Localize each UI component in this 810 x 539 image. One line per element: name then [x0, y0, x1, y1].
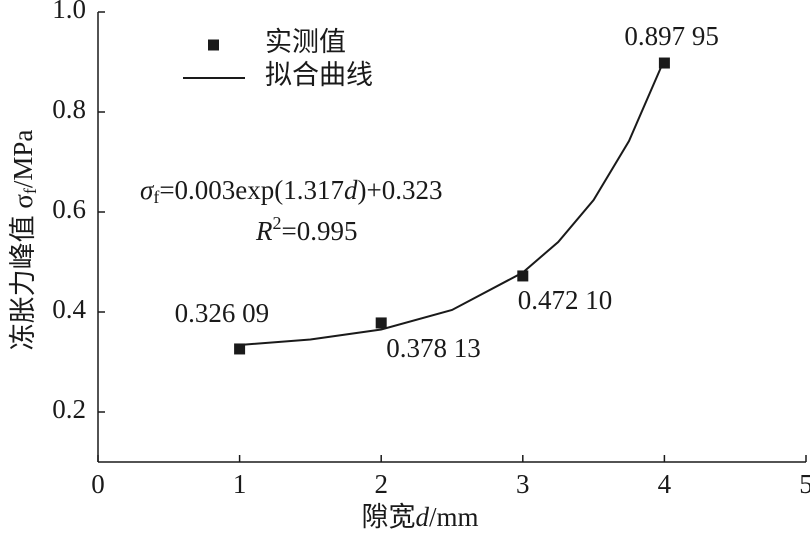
x-axis-label: 隙宽d/mm [361, 502, 478, 532]
data-label: 0.378 13 [386, 333, 481, 363]
r2-part: =0.995 [282, 216, 358, 246]
legend-label: 拟合曲线 [265, 60, 373, 90]
x-label-text: 隙宽 [361, 502, 415, 532]
data-label: 0.897 95 [624, 21, 719, 51]
y-label-text: 冻胀力峰值 σ [8, 194, 38, 351]
x-tick-label: 3 [516, 469, 530, 499]
data-point [658, 57, 670, 69]
legend-label: 实测值 [265, 27, 346, 57]
x-tick-label: 2 [374, 469, 388, 499]
x-label-var: d [415, 502, 429, 532]
legend-marker [208, 39, 219, 51]
eq-part: =0.003exp(1.317 [159, 175, 344, 205]
fit-curve [239, 59, 666, 346]
y-tick-label: 0.2 [52, 394, 86, 424]
equation: σf=0.003exp(1.317d)+0.323 [140, 175, 443, 207]
r-squared: R2=0.995 [255, 213, 357, 246]
eq-part: f [153, 187, 159, 207]
r2-part: R [255, 216, 273, 246]
eq-part: d [344, 175, 358, 205]
y-label-sub: f [20, 188, 40, 194]
y-label-unit: /MPa [8, 130, 38, 189]
data-label: 0.326 09 [175, 298, 270, 328]
r2-part: 2 [273, 213, 282, 233]
data-label: 0.472 10 [518, 285, 613, 315]
data-point [234, 343, 246, 355]
eq-part: σ [140, 175, 155, 205]
y-tick-label: 0.4 [52, 294, 86, 324]
x-tick-label: 0 [91, 469, 105, 499]
x-tick-label: 1 [233, 469, 247, 499]
x-tick-label: 5 [799, 469, 810, 499]
x-label-unit: /mm [429, 502, 479, 532]
data-point [375, 317, 387, 329]
y-axis-label: 冻胀力峰值 σf/MPa [8, 130, 40, 351]
y-tick-label: 1.0 [52, 0, 86, 24]
x-tick-label: 4 [658, 469, 672, 499]
y-tick-label: 0.6 [52, 194, 86, 224]
eq-part: )+0.323 [358, 175, 443, 205]
y-tick-label: 0.8 [52, 94, 86, 124]
data-point [517, 270, 529, 282]
